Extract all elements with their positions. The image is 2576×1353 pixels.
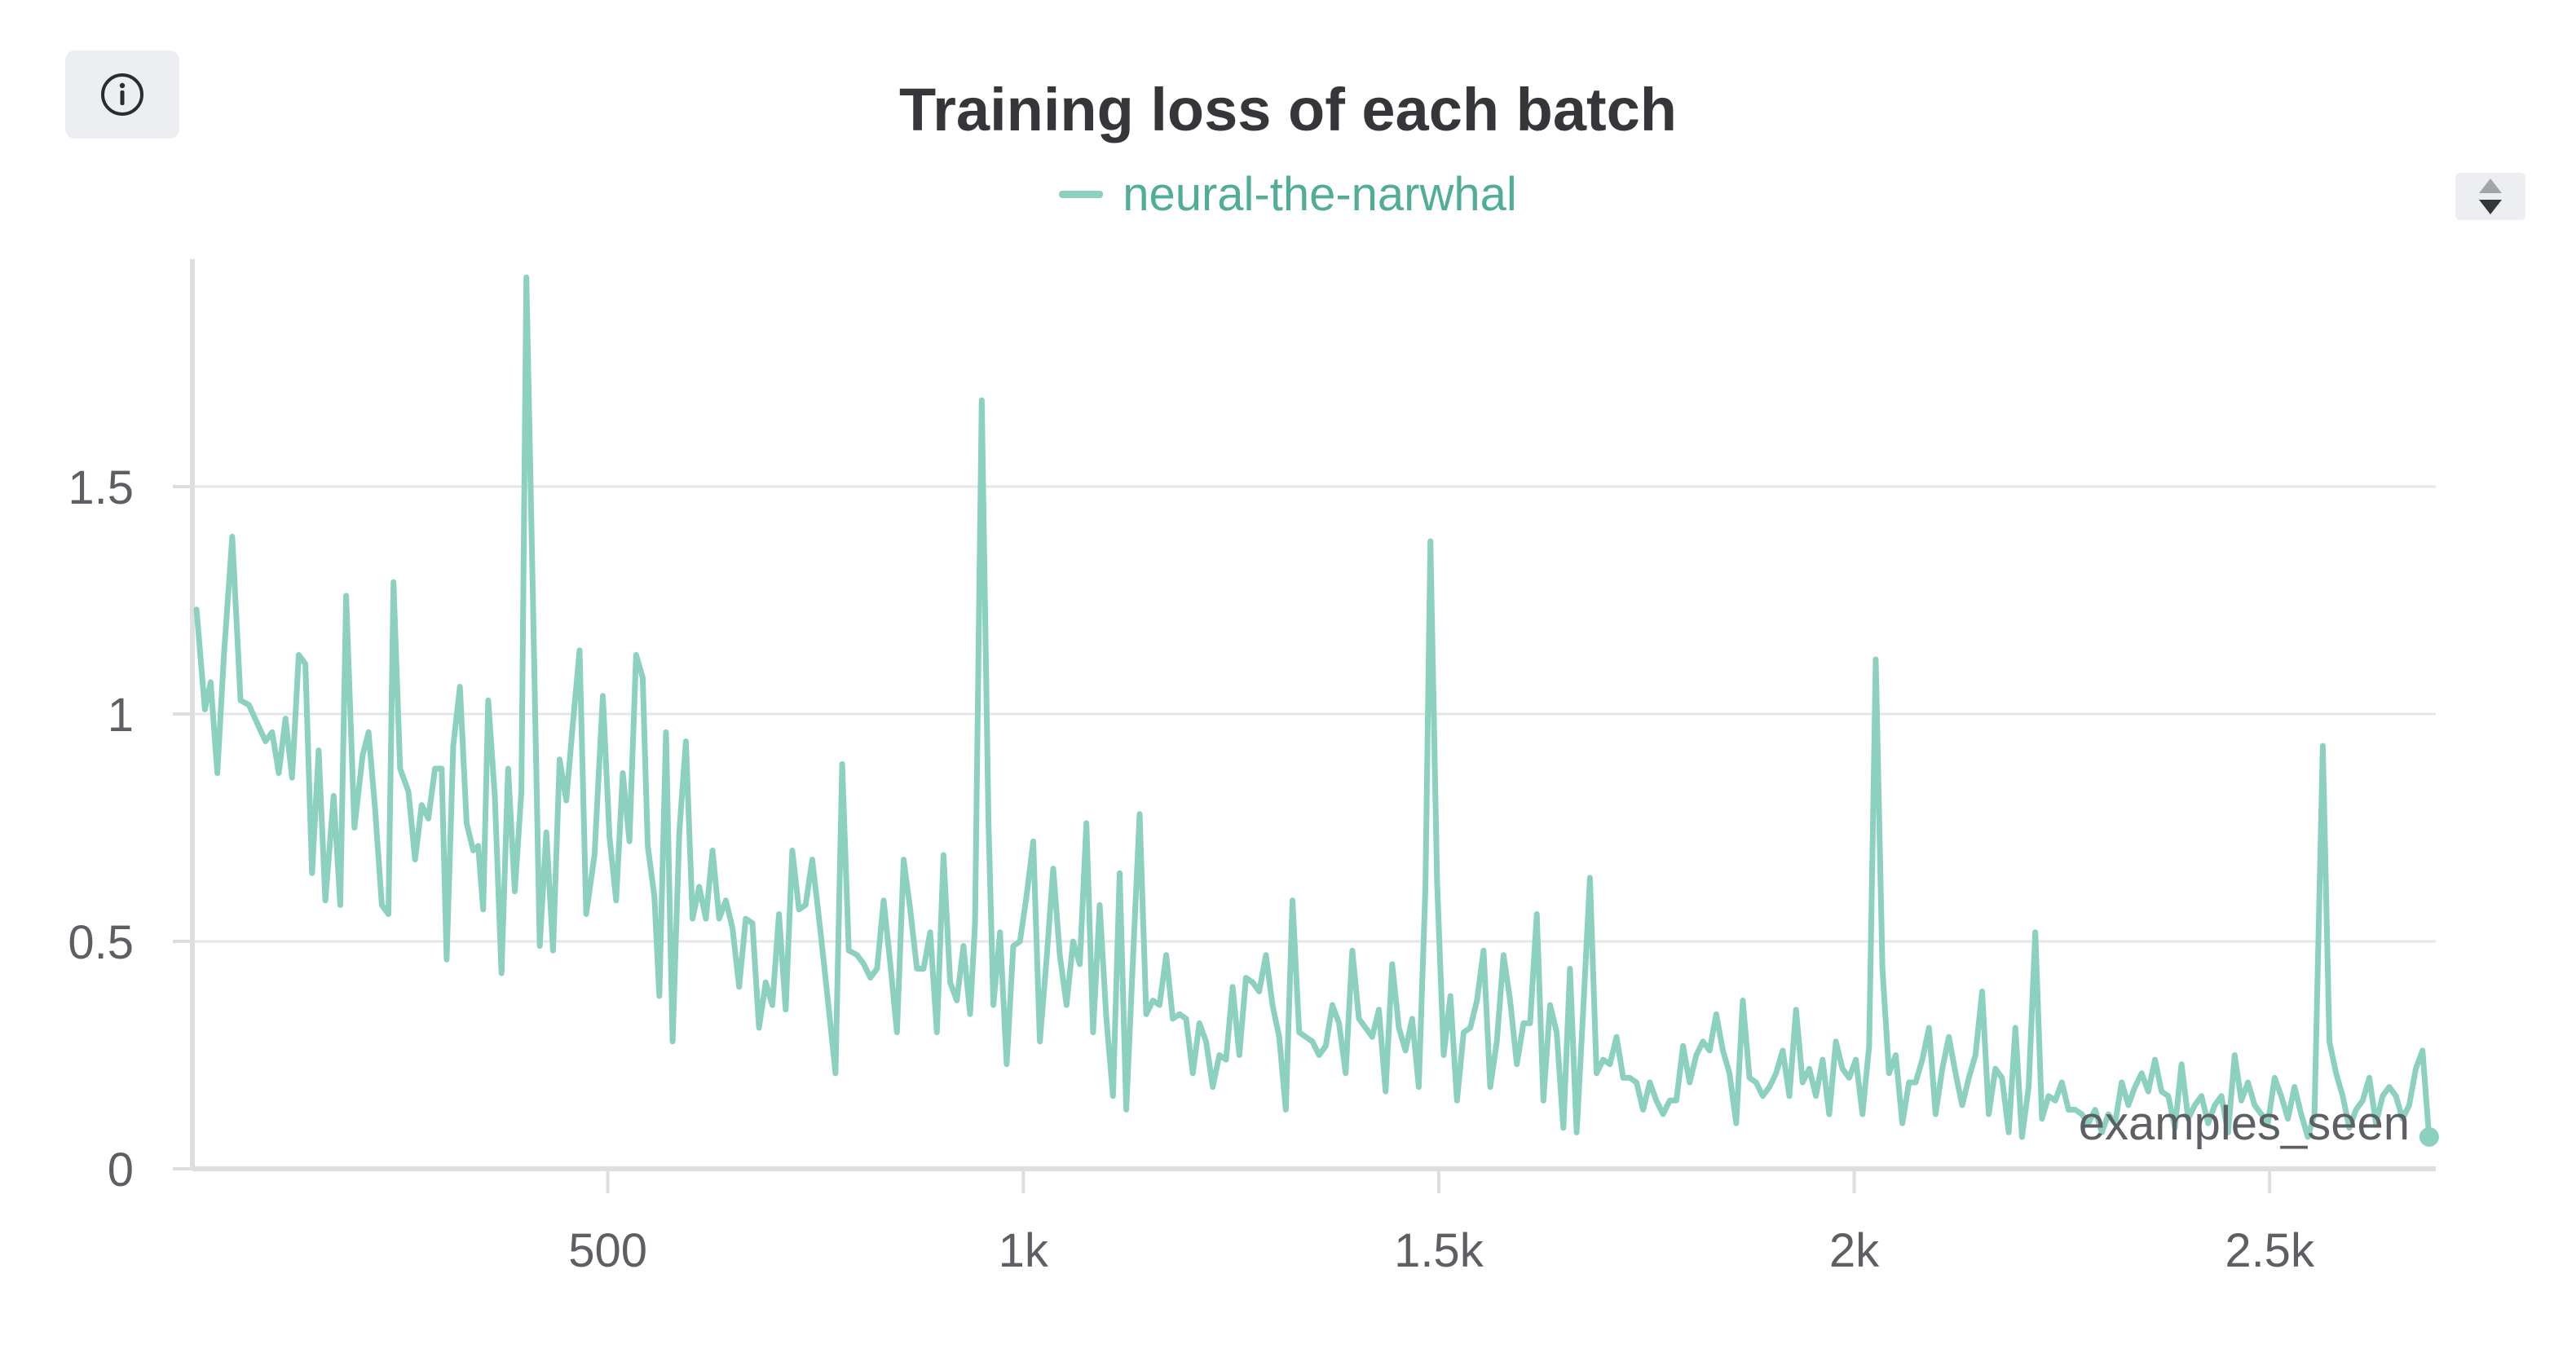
series-end-marker <box>2419 1126 2439 1147</box>
sort-button[interactable] <box>2455 173 2525 220</box>
info-button[interactable] <box>65 51 179 139</box>
x-tick-label: 500 <box>568 1224 647 1277</box>
legend-swatch <box>1059 191 1104 198</box>
y-tick-label: 0 <box>108 1144 134 1197</box>
legend-entry-neural-the-narwhal[interactable]: neural-the-narwhal <box>1123 168 1517 221</box>
x-tick-label: 1.5k <box>1394 1224 1484 1277</box>
x-tick-label: 1k <box>999 1224 1049 1277</box>
legend: neural-the-narwhal <box>0 167 2576 222</box>
y-tick-label: 1 <box>108 689 134 742</box>
x-axis-title: examples_seen <box>2079 1097 2410 1150</box>
x-tick-label: 2.5k <box>2225 1224 2315 1277</box>
chart-title: Training loss of each batch <box>899 76 1677 143</box>
grid-lines <box>192 485 2436 943</box>
x-ticks: 500 1k 1.5k 2k 2.5k <box>568 1169 2315 1277</box>
y-tick-label: 1.5 <box>68 461 134 514</box>
y-ticks: 0 0.5 1 1.5 <box>68 461 192 1197</box>
series-layer <box>193 274 2439 1147</box>
y-tick-label: 0.5 <box>68 916 134 969</box>
series-line-neural-the-narwhal[interactable] <box>193 274 2433 1140</box>
x-tick-label: 2k <box>1829 1224 1880 1277</box>
sort-arrows-icon <box>2479 178 2502 214</box>
info-circle-icon <box>101 73 143 116</box>
